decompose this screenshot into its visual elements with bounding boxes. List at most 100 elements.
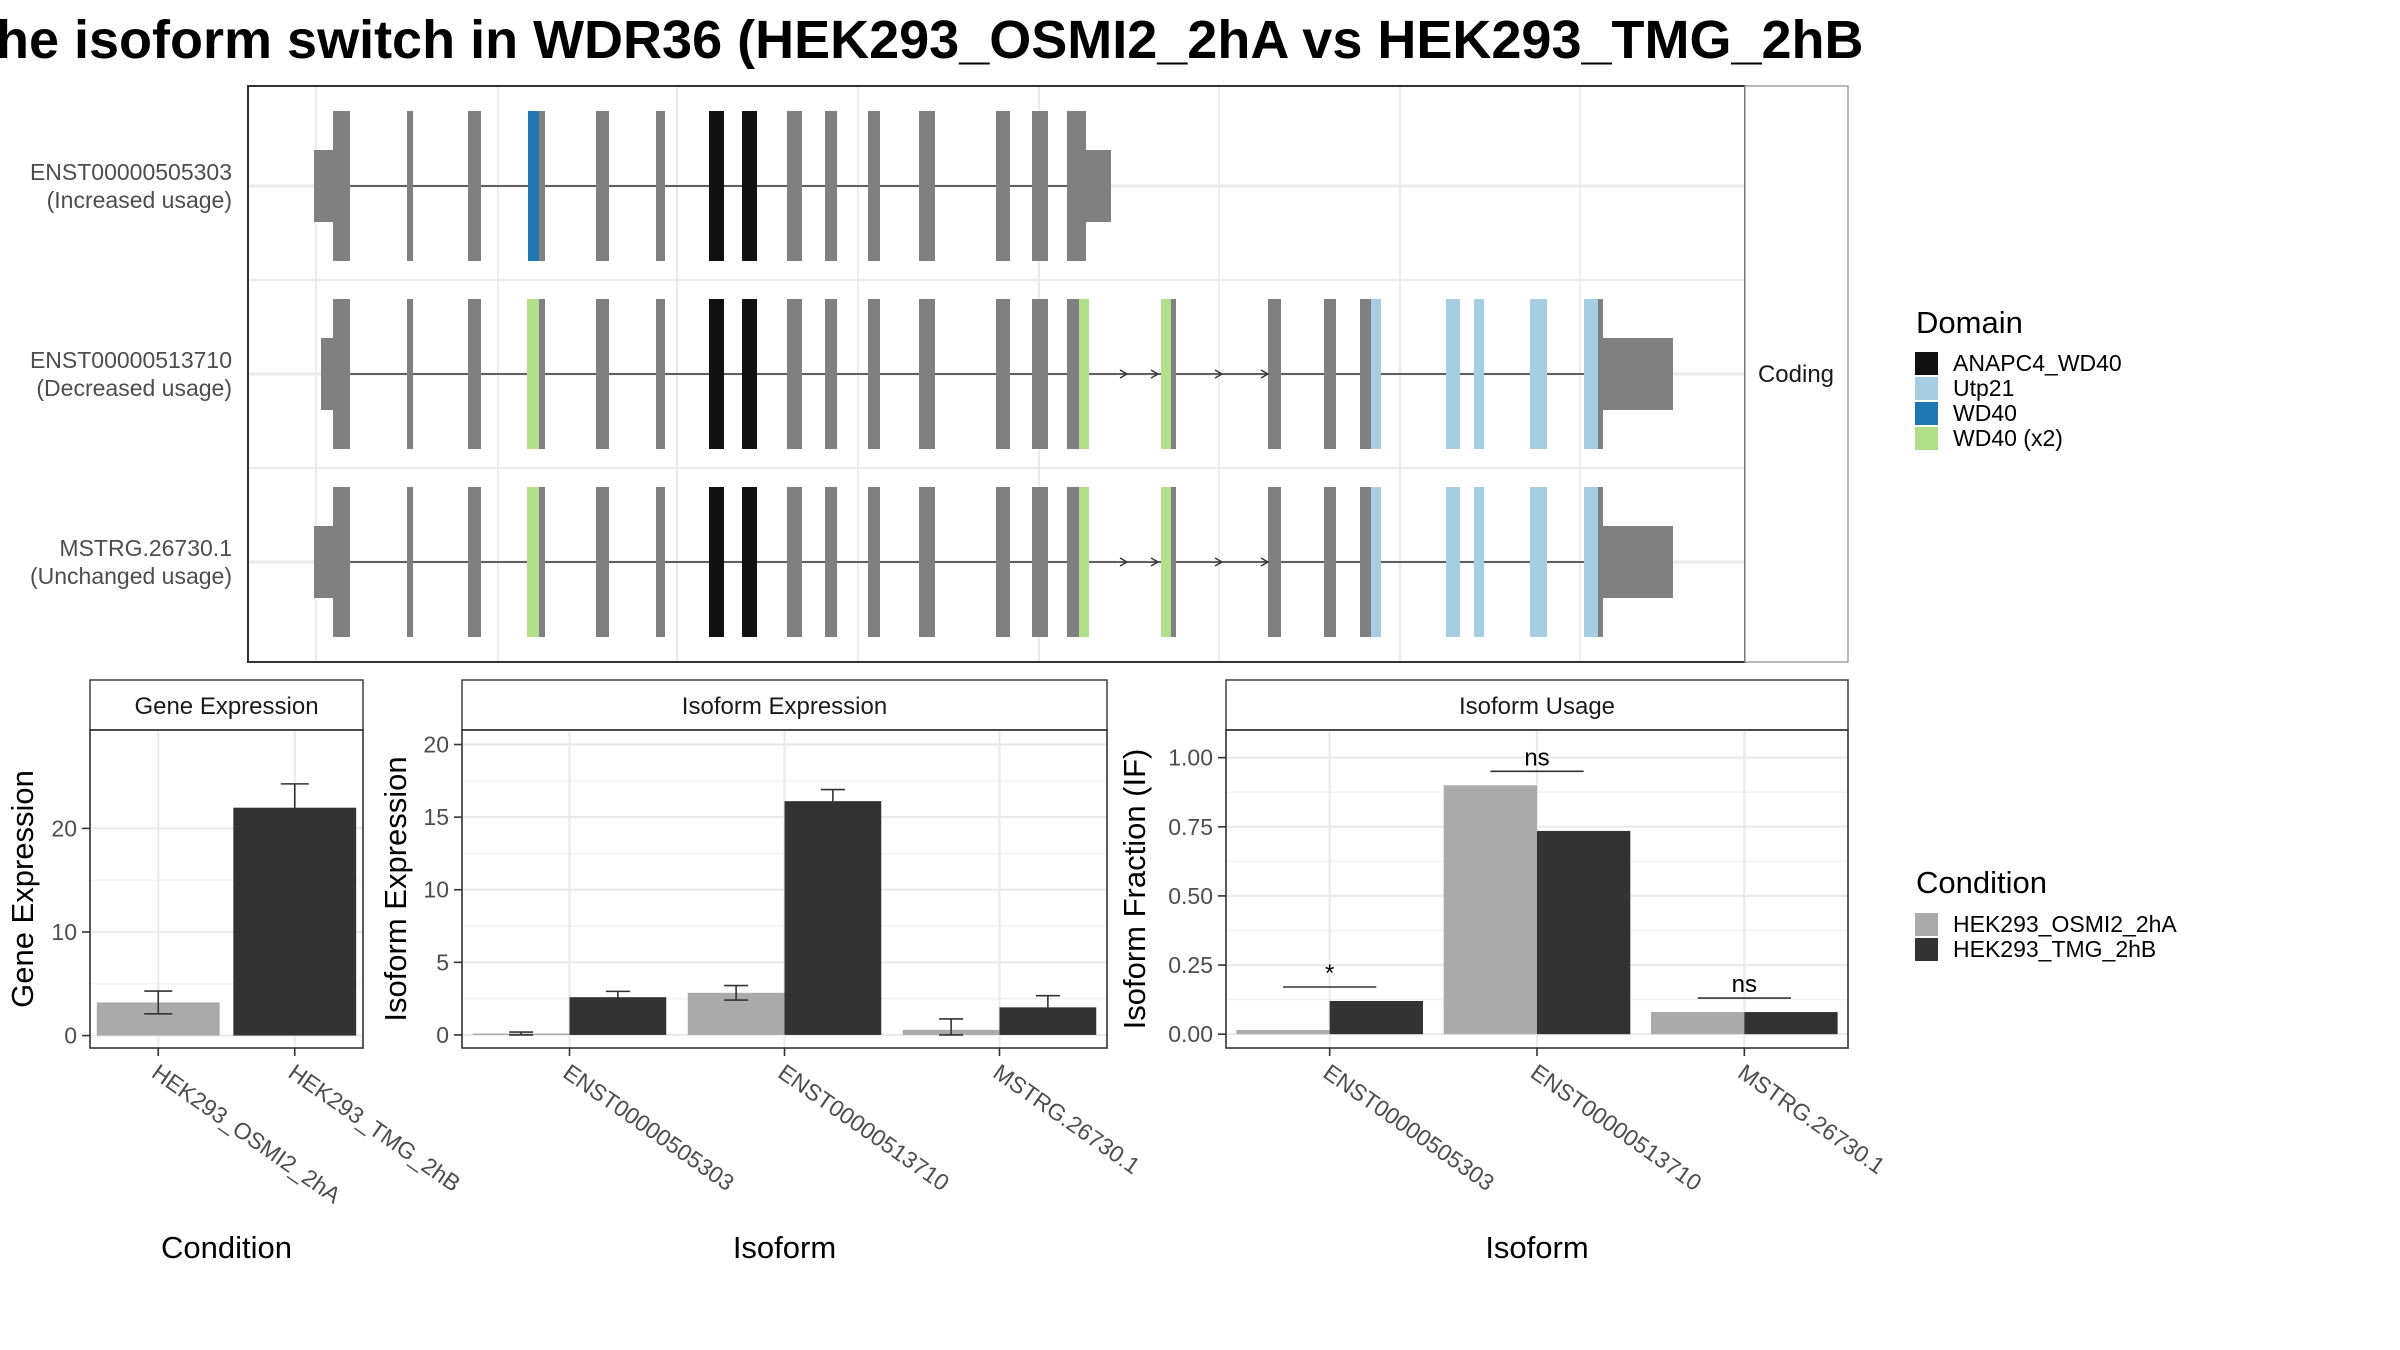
exon-block — [868, 487, 880, 637]
y-tick-label: 0 — [64, 1023, 77, 1049]
strand-arrow — [1119, 557, 1129, 567]
strand-arrow — [1150, 557, 1160, 567]
exon-block — [1598, 299, 1603, 449]
exon-block — [407, 111, 413, 261]
exon-block — [1324, 299, 1336, 449]
strand-arrow — [1150, 369, 1160, 379]
transcript-status-label: (Decreased usage) — [36, 375, 232, 401]
exon-block — [1446, 487, 1460, 637]
legend-swatch — [1915, 402, 1938, 425]
x-tick-label: ENST00000513710 — [774, 1059, 954, 1196]
x-tick-label: ENST00000505303 — [559, 1059, 739, 1196]
exon-block — [919, 487, 935, 637]
x-axis-title: Condition — [161, 1230, 292, 1265]
y-tick-label: 20 — [51, 815, 77, 841]
exon-block — [539, 487, 545, 637]
x-tick-label: MSTRG.26730.1 — [1733, 1059, 1889, 1179]
exon-block — [919, 299, 935, 449]
exon-block — [333, 299, 350, 449]
transcript-track — [314, 487, 1673, 637]
strand-arrow — [1260, 369, 1270, 379]
utr-3prime — [1598, 338, 1673, 410]
exon-block — [1268, 299, 1281, 449]
exon-block — [407, 299, 413, 449]
exon-block — [996, 299, 1010, 449]
exon-block — [1161, 299, 1171, 449]
exon-block — [1360, 299, 1371, 449]
facet-strip-label: Coding — [1758, 361, 1834, 388]
exon-block — [596, 487, 609, 637]
exon-block — [825, 487, 837, 637]
utr-5prime — [314, 150, 334, 222]
significance-label: ns — [1524, 744, 1549, 771]
exon-block — [1371, 299, 1381, 449]
panel-strip-title: Gene Expression — [134, 693, 318, 720]
y-tick-label: 0.00 — [1168, 1021, 1213, 1047]
bar — [1236, 1030, 1330, 1035]
exon-block — [742, 111, 757, 261]
x-tick-label: ENST00000513710 — [1526, 1059, 1706, 1196]
utr-5prime — [314, 526, 334, 598]
bar — [1744, 1012, 1838, 1035]
exon-block — [468, 299, 481, 449]
exon-block — [1268, 487, 1281, 637]
facet-strip — [1744, 85, 1849, 663]
exon-block — [1079, 299, 1089, 449]
exon-block — [468, 111, 481, 261]
exon-block — [527, 487, 539, 637]
exon-block — [787, 299, 802, 449]
bar — [233, 807, 357, 1036]
exon-block — [1584, 487, 1598, 637]
exon-block — [1360, 487, 1371, 637]
domain-legend-title: Domain — [1916, 305, 2023, 340]
exon-block — [1171, 299, 1176, 449]
transcript-track — [321, 299, 1673, 449]
x-axis-title: Isoform — [1485, 1230, 1588, 1265]
bar — [1443, 785, 1537, 1035]
legend-item-label: WD40 — [1953, 400, 2017, 426]
y-axis-title: Isoform Expression — [378, 756, 413, 1021]
significance-label: ns — [1732, 971, 1757, 998]
exon-block — [1171, 487, 1176, 637]
exon-block — [709, 111, 724, 261]
bar — [1537, 830, 1631, 1035]
exon-block — [656, 487, 665, 637]
legend-item-label: ANAPC4_WD40 — [1953, 350, 2122, 376]
isoform-expression-panel: Isoform Expression 0 5 10 15 20 ENST0000050530… — [378, 679, 1145, 1265]
utr-3prime — [1086, 150, 1111, 222]
exon-block — [1474, 487, 1484, 637]
utr-5prime — [321, 338, 335, 410]
legend-swatch — [1915, 377, 1938, 400]
exon-block — [528, 111, 542, 261]
exon-block — [1371, 487, 1381, 637]
exon-block — [825, 299, 837, 449]
exon-block — [1032, 299, 1048, 449]
legend-swatch — [1915, 913, 1938, 936]
exon-block — [1446, 299, 1460, 449]
exon-block — [407, 487, 413, 637]
transcript-name-label: ENST00000513710 — [30, 347, 232, 373]
condition-legend-title: Condition — [1916, 865, 2047, 900]
legend-swatch — [1915, 352, 1938, 375]
exon-block — [1530, 299, 1547, 449]
exon-block — [333, 111, 350, 261]
panel-strip — [89, 679, 364, 731]
panel-strip-title: Isoform Usage — [1459, 693, 1615, 720]
exon-block — [868, 299, 880, 449]
exon-block — [787, 487, 802, 637]
figure-title: he isoform switch in WDR36 (HEK293_OSMI2… — [0, 10, 1864, 70]
y-tick-label: 1.00 — [1168, 745, 1213, 771]
utr-3prime — [1598, 526, 1673, 598]
strand-arrow — [1260, 557, 1270, 567]
x-tick-label: ENST00000505303 — [1319, 1059, 1499, 1196]
significance-label: * — [1325, 960, 1334, 987]
y-tick-label: 0.50 — [1168, 883, 1213, 909]
exon-block — [1161, 487, 1171, 637]
exon-block — [1032, 111, 1048, 261]
exon-block — [1032, 487, 1048, 637]
exon-block — [1530, 487, 1547, 637]
y-tick-label: 0.25 — [1168, 952, 1213, 978]
